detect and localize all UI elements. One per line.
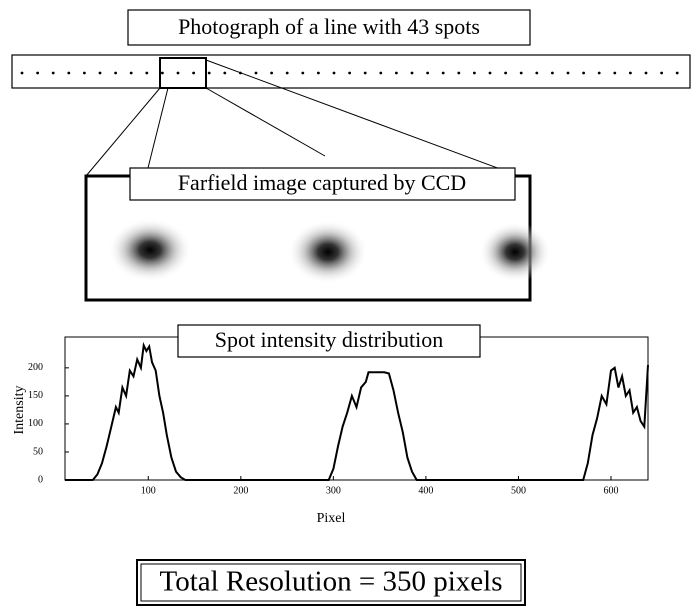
dot — [363, 71, 367, 75]
dot — [51, 71, 55, 75]
dot — [98, 71, 102, 75]
intensity-line — [65, 341, 649, 481]
farfield-spot — [108, 218, 192, 282]
footer-box-inner — [140, 563, 522, 602]
dot — [675, 71, 679, 75]
dot — [301, 71, 305, 75]
x-tick-label: 300 — [326, 485, 341, 496]
chart-title-box — [177, 324, 481, 358]
farfield-label-box — [129, 167, 516, 201]
chart-title: Spot intensity distribution — [215, 327, 444, 352]
y-tick-label: 100 — [28, 418, 43, 429]
dot — [597, 71, 601, 75]
dot — [348, 71, 351, 75]
dot — [582, 71, 585, 75]
dot — [270, 71, 273, 75]
farfield-spot — [288, 220, 368, 284]
y-tick-label: 0 — [38, 474, 43, 485]
dot — [535, 71, 539, 75]
dot — [395, 71, 398, 75]
dot — [20, 71, 24, 75]
dot — [254, 71, 258, 75]
dot — [161, 71, 164, 75]
dot — [317, 71, 320, 75]
x-tick-label: 100 — [141, 485, 156, 496]
dot — [488, 71, 492, 75]
x-tick-label: 200 — [233, 485, 248, 496]
dot — [566, 71, 570, 75]
dot — [629, 71, 632, 75]
dot — [192, 71, 196, 75]
dot — [332, 71, 336, 75]
dot — [285, 71, 289, 75]
dot — [223, 71, 227, 75]
dot — [176, 71, 180, 75]
farfield-label: Farfield image captured by CCD — [178, 170, 466, 195]
intensity-chart: 100 200 300 400 500 600 0 50 100 150 200 Spot inten… — [12, 324, 649, 526]
footer-text: Total Resolution = 350 pixels — [160, 566, 503, 598]
dot — [660, 71, 663, 75]
dot — [410, 71, 414, 75]
dot — [426, 71, 429, 75]
y-axis-label: Intensity — [12, 386, 27, 435]
dot — [551, 71, 554, 75]
x-tick-label: 600 — [603, 485, 618, 496]
dot — [504, 71, 507, 75]
dot — [379, 71, 383, 75]
dot — [457, 71, 461, 75]
dot — [114, 71, 117, 75]
zoom-box — [159, 57, 207, 89]
photo-strip — [11, 54, 691, 89]
y-tick-label: 50 — [33, 446, 43, 457]
dot — [129, 71, 133, 75]
photo-label: Photograph of a line with 43 spots — [178, 14, 480, 39]
dot — [67, 71, 71, 75]
y-tick-label: 150 — [28, 390, 43, 401]
dot — [207, 71, 211, 75]
dot — [145, 71, 149, 75]
dot — [519, 71, 523, 75]
x-axis-label: Pixel — [317, 511, 346, 526]
x-tick-label: 500 — [511, 485, 526, 496]
dot — [644, 71, 648, 75]
y-tick-label: 200 — [28, 362, 43, 373]
spot-dots — [20, 71, 679, 75]
photo-label-box — [127, 9, 531, 46]
x-tick-label: 400 — [418, 485, 433, 496]
zoom-lines — [85, 59, 531, 181]
dot — [473, 71, 476, 75]
dot — [613, 71, 617, 75]
dot — [36, 71, 39, 75]
footer-box — [136, 559, 526, 606]
farfield-spot — [479, 222, 551, 282]
dot — [83, 71, 86, 75]
dot — [441, 71, 445, 75]
